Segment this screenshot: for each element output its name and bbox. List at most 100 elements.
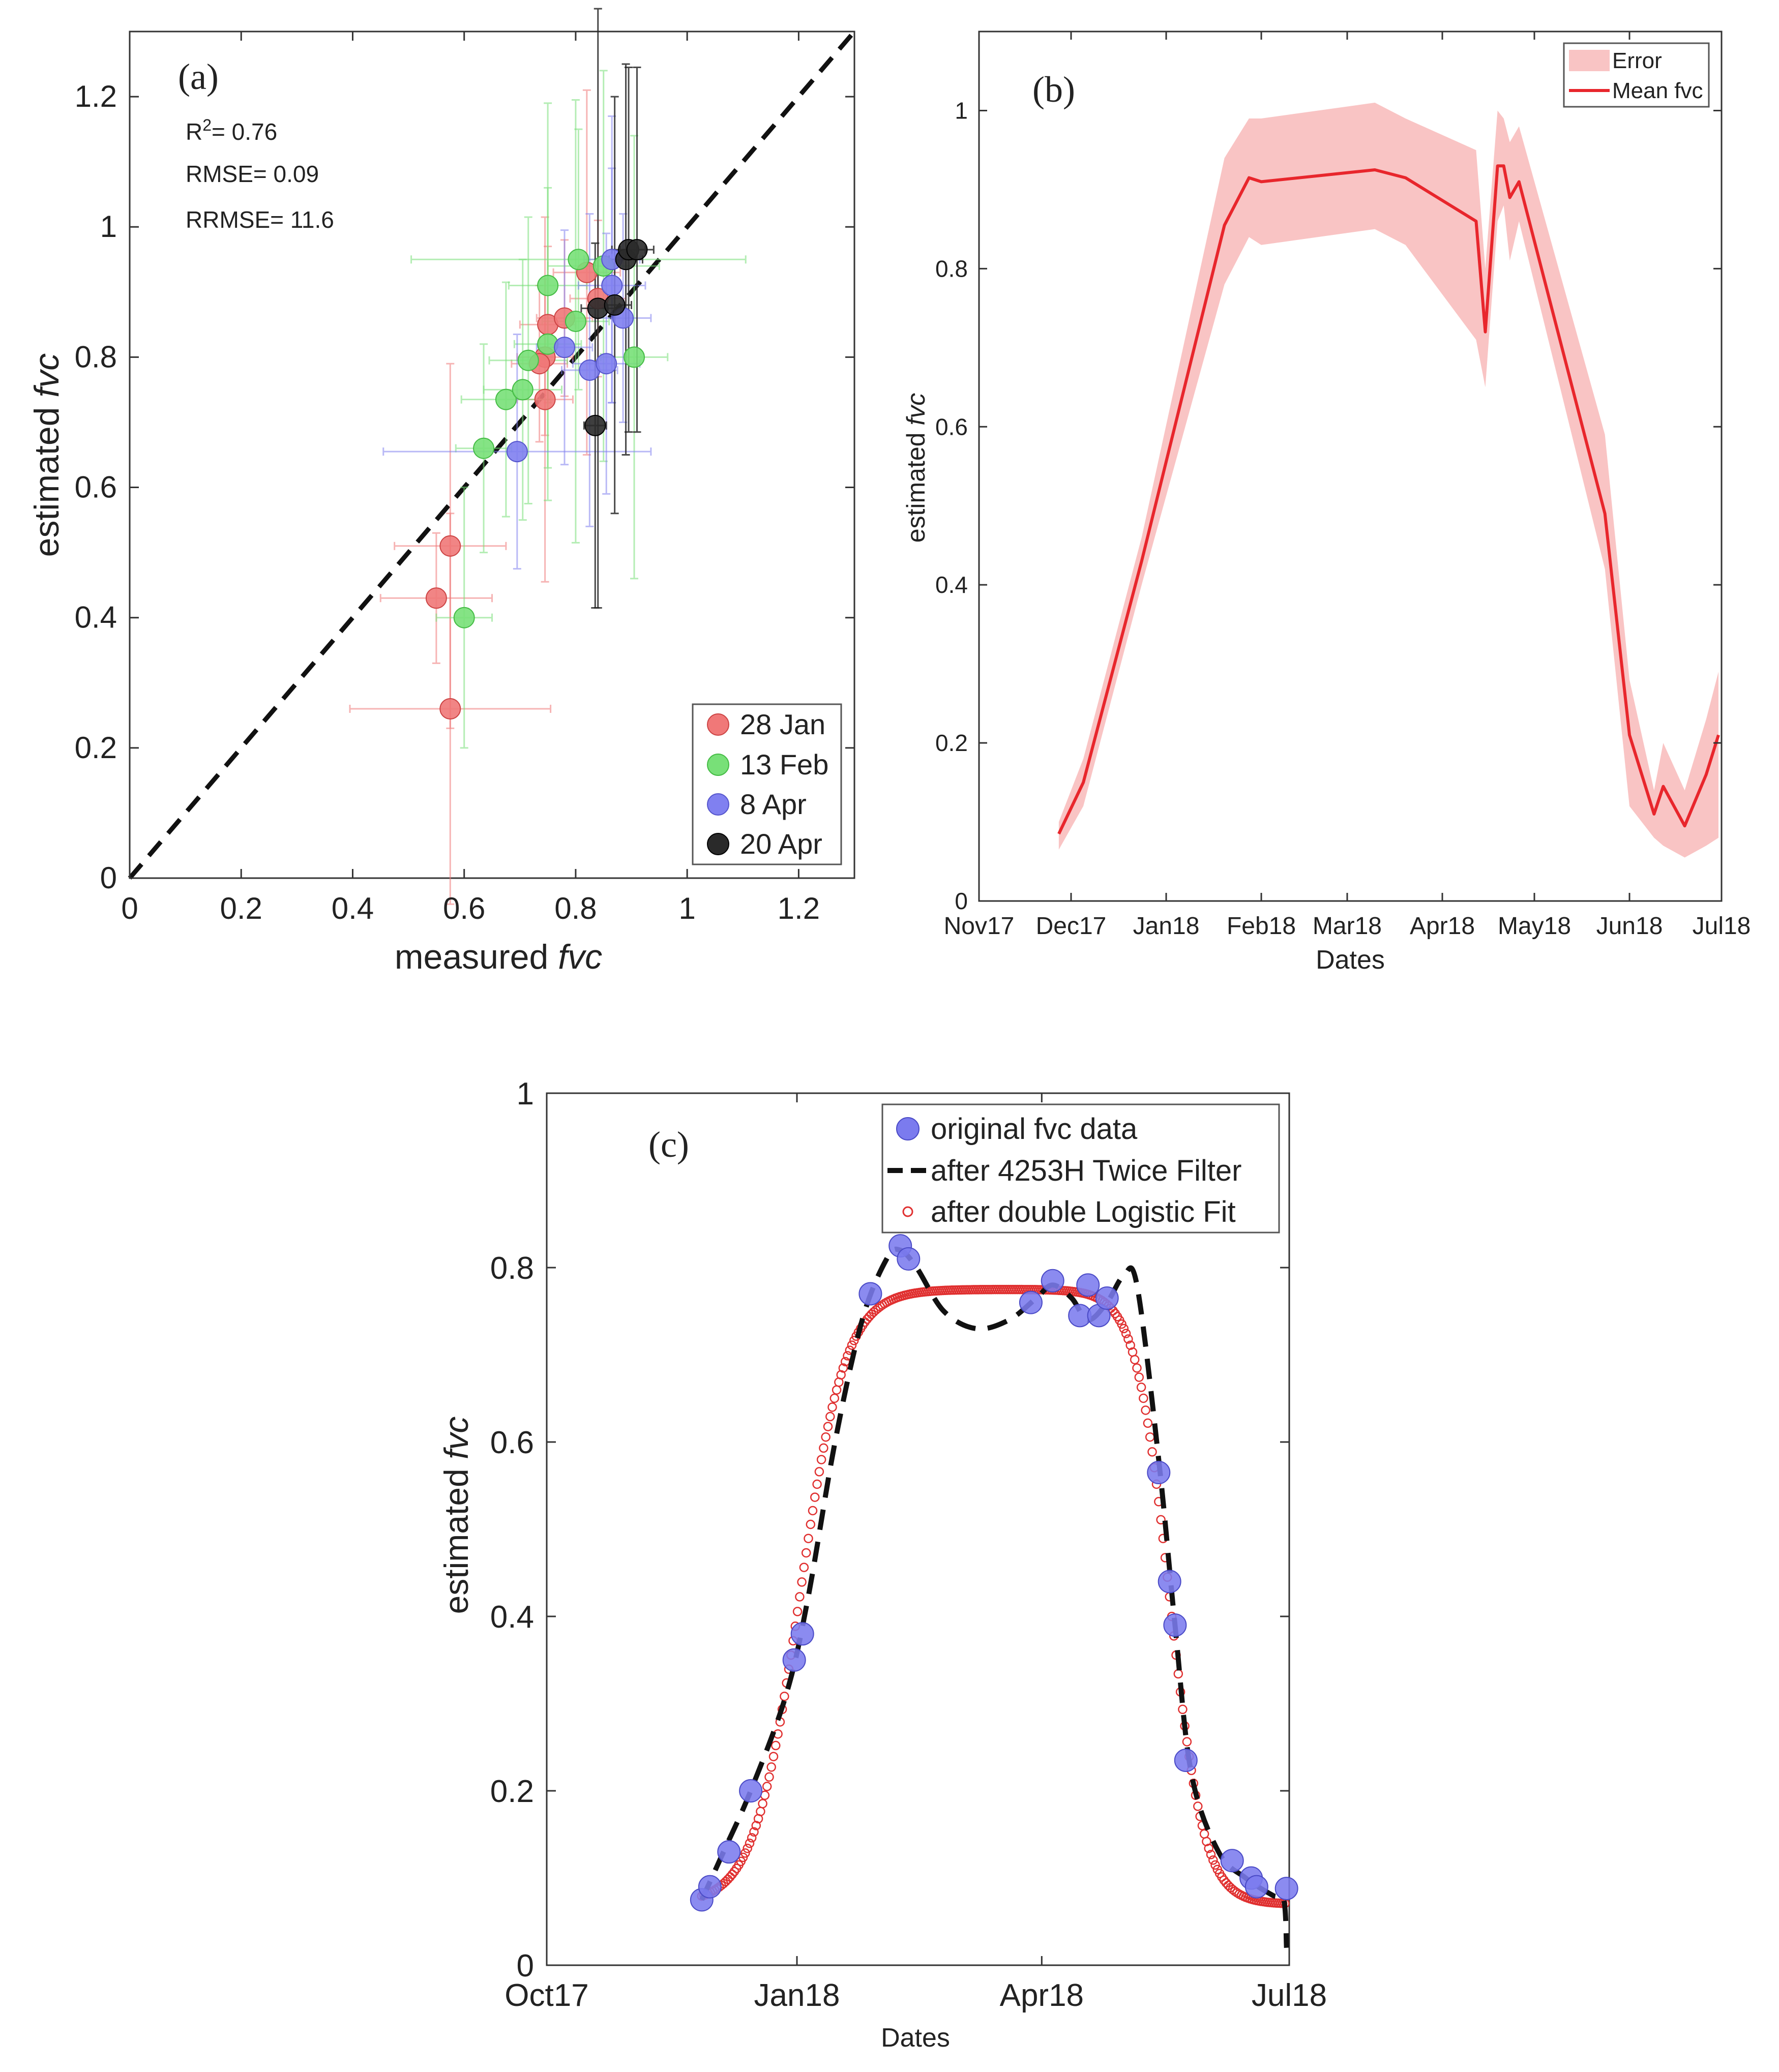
c-fit-point xyxy=(1130,1355,1140,1365)
c-original-point xyxy=(897,1247,921,1271)
c-original-point xyxy=(1244,1875,1268,1899)
panel-a-rrmse: RRMSE= 11.6 xyxy=(186,206,334,233)
a-x-tick-label: 0 xyxy=(121,891,138,925)
legend-mean-fvc-label: Mean fvc xyxy=(1612,78,1703,103)
c-x-tick-label: Oct17 xyxy=(505,1978,588,2013)
a-point-13-feb xyxy=(537,275,559,296)
c-fit-point xyxy=(1178,1704,1188,1715)
c-original-point xyxy=(1174,1748,1198,1772)
c-fit-point xyxy=(758,1798,767,1809)
legend-28-jan-marker xyxy=(707,713,729,736)
panel-c-smoothing: Oct17 Jan18 Apr18 Jul18 0 0.2 0.4 0.6 0.8 1 (c) o… xyxy=(437,1076,1327,2053)
a-y-tick-label: 0.8 xyxy=(75,340,117,374)
c-original-point xyxy=(698,1875,722,1899)
c-y-tick-label: 0.4 xyxy=(490,1600,534,1635)
c-fit-point xyxy=(1204,1843,1213,1853)
c-fit-point xyxy=(1117,1319,1126,1329)
c-fit-point xyxy=(795,1592,805,1602)
b-x-tick-label: May18 xyxy=(1498,913,1571,940)
c-original-point xyxy=(717,1840,741,1864)
panel-a-scatter: 0 0.2 0.4 0.6 0.8 1 1.2 0 0.2 0.4 0.6 0.8 1 1.2 (a) R… xyxy=(27,8,856,976)
c-original-point xyxy=(1095,1286,1119,1310)
c-fit-point xyxy=(814,1467,824,1477)
c-fit-point xyxy=(764,1772,774,1782)
c-fit-point xyxy=(849,1336,859,1345)
a-point-13-feb xyxy=(624,346,645,368)
panel-b-axes-frame xyxy=(978,31,1723,902)
c-fit-point xyxy=(816,1455,826,1464)
panel-a-x-axis-title: measured fvc xyxy=(395,938,602,976)
c-original-point xyxy=(1019,1290,1043,1314)
legend-error-swatch xyxy=(1569,50,1610,71)
c-original-point xyxy=(858,1282,882,1306)
c-fit-point xyxy=(1141,1405,1150,1415)
c-y-tick-label: 1 xyxy=(517,1076,534,1112)
panel-b-x-axis-title: Dates xyxy=(1316,945,1385,975)
b-x-tick-label: Feb18 xyxy=(1227,913,1296,940)
c-x-tick-label: Jan18 xyxy=(754,1978,840,2013)
a-x-tick-label: 1 xyxy=(678,891,695,925)
a-point-13-feb xyxy=(568,249,589,271)
b-y-tick-label: 0.2 xyxy=(935,730,968,756)
c-fit-point xyxy=(829,1393,840,1403)
a-y-tick-label: 1.2 xyxy=(75,79,117,113)
c-fit-point xyxy=(771,1740,781,1751)
c-fit-point xyxy=(1119,1324,1129,1334)
panel-a-rmse: RMSE= 0.09 xyxy=(186,161,319,187)
c-fit-point xyxy=(762,1782,772,1791)
panel-a-axes-frame xyxy=(129,31,855,879)
panel-b-label: (b) xyxy=(1032,69,1075,110)
c-fit-point xyxy=(1123,1334,1133,1344)
c-original-point xyxy=(1147,1461,1171,1485)
c-fit-point xyxy=(804,1534,813,1543)
c-fit-point xyxy=(727,1870,737,1879)
c-fit-point xyxy=(847,1340,857,1350)
c-fit-point xyxy=(1136,1383,1146,1392)
c-fit-point xyxy=(747,1833,757,1843)
panel-b-timeseries: Nov17 Dec17 Jan18 Feb18 Mar18 Apr18 May18 Jun18… xyxy=(902,31,1751,975)
b-x-tick-label: Dec17 xyxy=(1036,913,1107,940)
b-y-tick-label: 0.4 xyxy=(935,572,968,598)
legend-original-fvc-marker xyxy=(896,1117,920,1140)
c-original-point xyxy=(739,1779,763,1803)
panel-b-mean-line xyxy=(1057,164,1720,835)
b-y-tick-label: 1 xyxy=(955,97,968,124)
c-fit-point xyxy=(745,1838,755,1848)
a-point-28-jan xyxy=(425,587,447,609)
panel-a-y-axis-title: estimated fvc xyxy=(27,353,66,557)
panel-c-label: (c) xyxy=(648,1124,689,1165)
b-x-tick-label: Apr18 xyxy=(1410,913,1475,940)
b-x-tick-label: Jun18 xyxy=(1596,913,1663,940)
c-fit-point xyxy=(1210,1860,1220,1870)
a-point-13-feb xyxy=(473,437,495,459)
b-y-tick-label: 0.8 xyxy=(935,255,968,282)
panel-c-x-axis-title: Dates xyxy=(881,2023,950,2053)
a-point-8-apr xyxy=(601,275,623,296)
c-fit-point xyxy=(768,1752,779,1761)
a-y-tick-label: 0.6 xyxy=(75,470,117,504)
c-fit-point xyxy=(1193,1801,1203,1811)
b-x-tick-label: Mar18 xyxy=(1313,913,1382,940)
c-y-tick-label: 0.2 xyxy=(490,1774,534,1809)
a-point-13-feb xyxy=(517,349,539,371)
legend-20-apr-label: 20 Apr xyxy=(740,828,822,860)
c-fit-point xyxy=(792,1607,803,1616)
legend-13-feb-marker xyxy=(707,754,729,776)
a-point-28-jan xyxy=(439,535,461,557)
a-point-20-apr xyxy=(604,294,626,316)
c-fit-point xyxy=(799,1563,809,1572)
legend-28-jan-label: 28 Jan xyxy=(740,708,825,740)
a-point-8-apr xyxy=(596,353,617,375)
c-fit-point xyxy=(825,1412,835,1422)
a-x-tick-label: 0.2 xyxy=(220,891,262,925)
c-fit-point xyxy=(1156,1515,1166,1525)
a-y-tick-label: 0 xyxy=(100,861,117,895)
c-x-tick-label: Apr18 xyxy=(1000,1978,1084,2013)
a-point-13-feb xyxy=(565,310,586,332)
c-original-point xyxy=(1274,1877,1298,1901)
panel-c-y-axis-title: estimated fvc xyxy=(437,1417,475,1614)
c-fit-point xyxy=(801,1548,811,1558)
c-fit-point xyxy=(780,1691,789,1701)
c-fit-point xyxy=(749,1827,759,1837)
